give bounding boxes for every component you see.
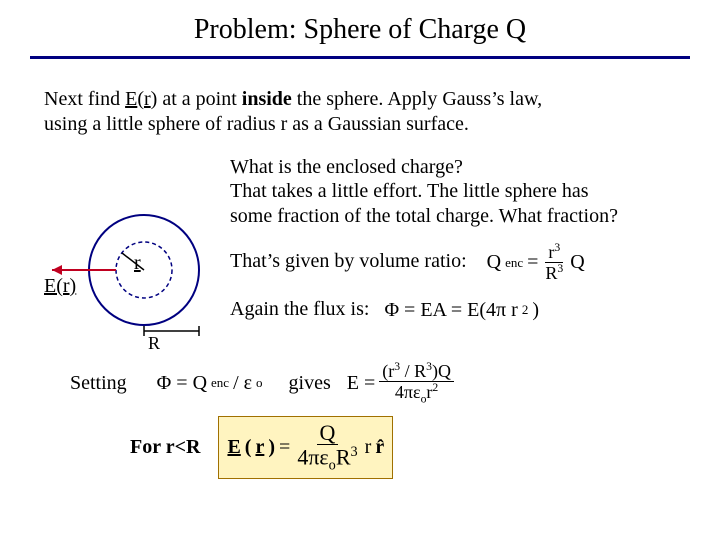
bottom-block: Setting Φ = Qenc / εo gives E = (r3 / R3… [0, 361, 720, 479]
paren-open: ( [245, 436, 252, 459]
eq-text: / ε [233, 372, 252, 395]
fraction: Q 4πεoR3 [294, 421, 360, 474]
arrow-head-icon [52, 265, 62, 275]
r-symbol: r [144, 88, 151, 110]
eq-text: 4πε [395, 382, 421, 402]
diagram-column: E(r) r R [0, 155, 230, 355]
paren-open: ( [137, 88, 144, 110]
eq-sub: enc [211, 375, 229, 391]
r-label: r [134, 252, 141, 275]
for-label: For r<R [130, 436, 200, 459]
gives-equation: E = (r3 / R3)Q 4πεor2 [347, 361, 454, 406]
flux-paragraph: Again the flux is: Φ = EA = E(4π r 2) [230, 297, 714, 323]
E-label-text: E(r) [44, 275, 76, 297]
setting-word: Setting [70, 372, 127, 395]
E-symbol: E [227, 436, 240, 459]
eq-text: r [365, 436, 372, 459]
numerator: r3 [545, 242, 563, 263]
slide-title: Problem: Sphere of Charge Q [0, 0, 720, 56]
eq-text: / R [400, 361, 426, 381]
eq-sup: 2 [432, 381, 438, 394]
eq-text: (r [382, 361, 394, 381]
numerator: (r3 / R3)Q [379, 361, 454, 382]
inside-word: inside [242, 88, 292, 110]
eq-text: = [527, 250, 538, 274]
eq-sup: 3 [557, 262, 563, 275]
text-line: some fraction of the total charge. What … [230, 205, 618, 227]
eq-sup: 3 [554, 241, 560, 254]
text-line: What is the enclosed charge? [230, 156, 463, 178]
intro-text: using a little sphere of radius r as a G… [44, 113, 469, 135]
eq-text: R [336, 444, 351, 469]
fraction: (r3 / R3)Q 4πεor2 [379, 361, 454, 406]
eq-text: )Q [432, 361, 451, 381]
eq-sub: o [256, 375, 263, 391]
volume-ratio-paragraph: That’s given by volume ratio: Qenc = r3 … [230, 242, 714, 283]
E-symbol: E [125, 88, 137, 110]
intro-text: at a point [157, 88, 241, 110]
eq-sup: 2 [522, 302, 529, 318]
sphere-diagram [44, 195, 214, 345]
text-line: Again the flux is: [230, 298, 369, 320]
r-hat: r̂ [375, 436, 384, 459]
eq-text: 4πε [297, 444, 328, 469]
content-row: E(r) r R What is the enclosed charge? Th… [0, 137, 720, 355]
setting-line: Setting Φ = Qenc / εo gives E = (r3 / R3… [70, 361, 700, 406]
eq-sub: enc [505, 255, 523, 271]
intro-text: the sphere. Apply Gauss’s law, [292, 88, 542, 110]
denominator: R3 [542, 263, 566, 283]
enclosed-charge-paragraph: What is the enclosed charge? That takes … [230, 155, 714, 228]
text-line: That takes a little effort. The little s… [230, 180, 589, 202]
eq-text: Φ = Q [157, 372, 207, 395]
boxed-result-equation: E(r) = Q 4πεoR3 r r̂ [218, 416, 393, 479]
denominator: 4πεoR3 [294, 445, 360, 474]
eq-sup: 3 [351, 444, 358, 460]
setting-equation: Φ = Qenc / εo [157, 372, 263, 395]
gives-word: gives [289, 372, 331, 395]
eq-text: ) [532, 298, 539, 322]
E-of-r-label: E(r) [44, 275, 76, 298]
intro-paragraph: Next find E(r) at a point inside the sph… [0, 59, 720, 137]
for-line: For r<R E(r) = Q 4πεoR3 r r̂ [70, 416, 700, 479]
paren-close: ) [268, 436, 275, 459]
R-label: R [148, 333, 160, 354]
flux-equation: Φ = EA = E(4π r 2) [384, 298, 539, 322]
denominator: 4πεor2 [392, 382, 441, 406]
text-line: That’s given by volume ratio: [230, 250, 467, 272]
numerator: Q [317, 421, 339, 445]
eq-text: Q [570, 250, 584, 274]
r-symbol: r [255, 436, 264, 459]
eq-text: = [279, 436, 290, 459]
intro-text: Next find [44, 88, 125, 110]
eq-text: E = [347, 372, 376, 395]
q-enc-equation: Qenc = r3 R3 Q [487, 242, 585, 283]
eq-text: R [545, 263, 557, 283]
text-column: What is the enclosed charge? That takes … [230, 155, 720, 355]
eq-text: Φ = EA = E(4π r [384, 298, 517, 322]
eq-text: Q [487, 250, 501, 274]
eq-sub: o [329, 458, 336, 474]
fraction: r3 R3 [542, 242, 566, 283]
